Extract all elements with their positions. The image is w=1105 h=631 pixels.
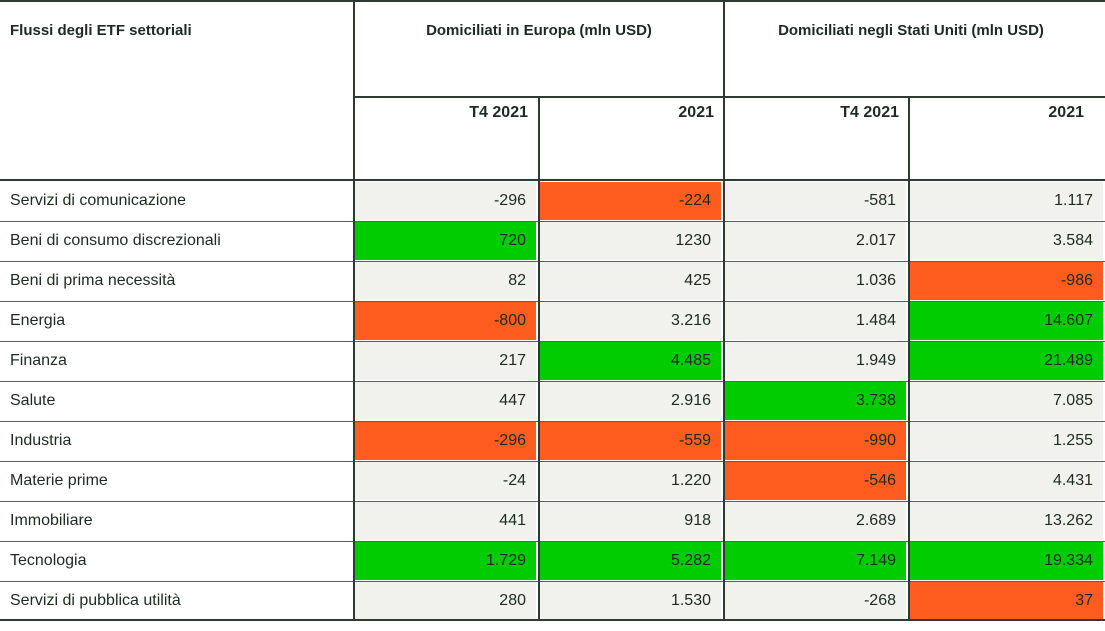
row-separator <box>0 541 1105 542</box>
cell-eu-q4: 441 <box>355 502 536 540</box>
cell-eu-year: 5.282 <box>540 542 721 580</box>
cell-eu-year: 1230 <box>540 222 721 260</box>
col-divider-1 <box>353 0 355 621</box>
row-label: Servizi di pubblica utilità <box>10 592 181 609</box>
row-separator <box>0 261 1105 262</box>
table-title: Flussi degli ETF settoriali <box>10 22 192 39</box>
table-row: Servizi di comunicazione -296 -224 -581 1.11… <box>0 181 1105 221</box>
cell-us-year: 14.607 <box>910 302 1103 340</box>
header-bottom-rule <box>0 179 1105 181</box>
row-label: Materie prime <box>10 472 108 489</box>
cell-us-year: 3.584 <box>910 222 1103 260</box>
cell-eu-q4: 82 <box>355 262 536 300</box>
bottom-rule <box>0 619 1105 621</box>
row-separator <box>0 461 1105 462</box>
cell-eu-year: 2.916 <box>540 382 721 420</box>
row-separator <box>0 501 1105 502</box>
cell-eu-year: 4.485 <box>540 342 721 380</box>
cell-us-q4: 2.017 <box>725 222 906 260</box>
cell-eu-year: 3.216 <box>540 302 721 340</box>
cell-eu-q4: -800 <box>355 302 536 340</box>
table-row: Beni di consumo discrezionali 720 1230 2.01… <box>0 221 1105 261</box>
cell-eu-q4: -296 <box>355 422 536 460</box>
table-row: Materie prime -24 1.220 -546 4.431 <box>0 461 1105 501</box>
cell-eu-year: 425 <box>540 262 721 300</box>
group-header-europe: Domiciliati in Europa (mln USD) <box>426 22 652 39</box>
cell-us-year: 1.255 <box>910 422 1103 460</box>
row-label: Industria <box>10 432 72 449</box>
row-separator <box>0 421 1105 422</box>
cell-us-q4: 1.036 <box>725 262 906 300</box>
table-row: Finanza 217 4.485 1.949 21.489 <box>0 341 1105 381</box>
cell-us-q4: -546 <box>725 462 906 500</box>
cell-us-q4: -268 <box>725 582 906 620</box>
cell-us-q4: 1.949 <box>725 342 906 380</box>
row-label: Beni di consumo discrezionali <box>10 232 221 249</box>
table-row: Industria -296 -559 -990 1.255 <box>0 421 1105 461</box>
col-divider-2 <box>538 96 540 621</box>
cell-us-year: 1.117 <box>910 182 1103 220</box>
cell-us-year: 37 <box>910 582 1103 620</box>
row-label: Salute <box>10 392 56 409</box>
cell-us-year: 7.085 <box>910 382 1103 420</box>
row-separator <box>0 341 1105 342</box>
cell-eu-year: 918 <box>540 502 721 540</box>
cell-us-q4: 2.689 <box>725 502 906 540</box>
row-separator <box>0 381 1105 382</box>
col-header-us-q4: T4 2021 <box>840 104 899 121</box>
table-row: Beni di prima necessità 82 425 1.036 -986 <box>0 261 1105 301</box>
table-row: Energia -800 3.216 1.484 14.607 <box>0 301 1105 341</box>
row-label: Finanza <box>10 352 67 369</box>
col-header-eu-year: 2021 <box>678 104 714 121</box>
cell-us-year: 13.262 <box>910 502 1103 540</box>
cell-eu-year: 1.220 <box>540 462 721 500</box>
cell-us-year: -986 <box>910 262 1103 300</box>
cell-eu-q4: 1.729 <box>355 542 536 580</box>
cell-us-q4: 7.149 <box>725 542 906 580</box>
col-divider-4 <box>908 96 910 621</box>
row-label: Beni di prima necessità <box>10 272 176 289</box>
table-row: Immobiliare 441 918 2.689 13.262 <box>0 501 1105 541</box>
row-label: Servizi di comunicazione <box>10 192 187 209</box>
row-separator <box>0 581 1105 582</box>
cell-us-q4: -581 <box>725 182 906 220</box>
cell-eu-q4: 447 <box>355 382 536 420</box>
table-row: Tecnologia 1.729 5.282 7.149 19.334 <box>0 541 1105 581</box>
cell-eu-year: -224 <box>540 182 721 220</box>
cell-us-q4: 1.484 <box>725 302 906 340</box>
group-header-us: Domiciliati negli Stati Uniti (mln USD) <box>778 22 1044 39</box>
row-label: Tecnologia <box>10 552 87 569</box>
row-label: Energia <box>10 312 66 329</box>
col-header-us-year: 2021 <box>1048 104 1084 121</box>
row-label: Immobiliare <box>10 512 93 529</box>
cell-us-q4: -990 <box>725 422 906 460</box>
cell-eu-q4: -296 <box>355 182 536 220</box>
cell-eu-year: 1.530 <box>540 582 721 620</box>
cell-eu-q4: 217 <box>355 342 536 380</box>
cell-us-year: 19.334 <box>910 542 1103 580</box>
cell-eu-q4: 280 <box>355 582 536 620</box>
cell-us-year: 21.489 <box>910 342 1103 380</box>
col-divider-3 <box>723 0 725 621</box>
table-row: Servizi di pubblica utilità 280 1.530 -268 3… <box>0 581 1105 621</box>
row-separator <box>0 221 1105 222</box>
cell-eu-q4: -24 <box>355 462 536 500</box>
row-separator <box>0 301 1105 302</box>
cell-eu-year: -559 <box>540 422 721 460</box>
subheader-rule <box>354 96 1105 98</box>
cell-us-year: 4.431 <box>910 462 1103 500</box>
table-row: Salute 447 2.916 3.738 7.085 <box>0 381 1105 421</box>
cell-us-q4: 3.738 <box>725 382 906 420</box>
top-rule <box>0 0 1105 2</box>
col-header-eu-q4: T4 2021 <box>469 104 528 121</box>
cell-eu-q4: 720 <box>355 222 536 260</box>
